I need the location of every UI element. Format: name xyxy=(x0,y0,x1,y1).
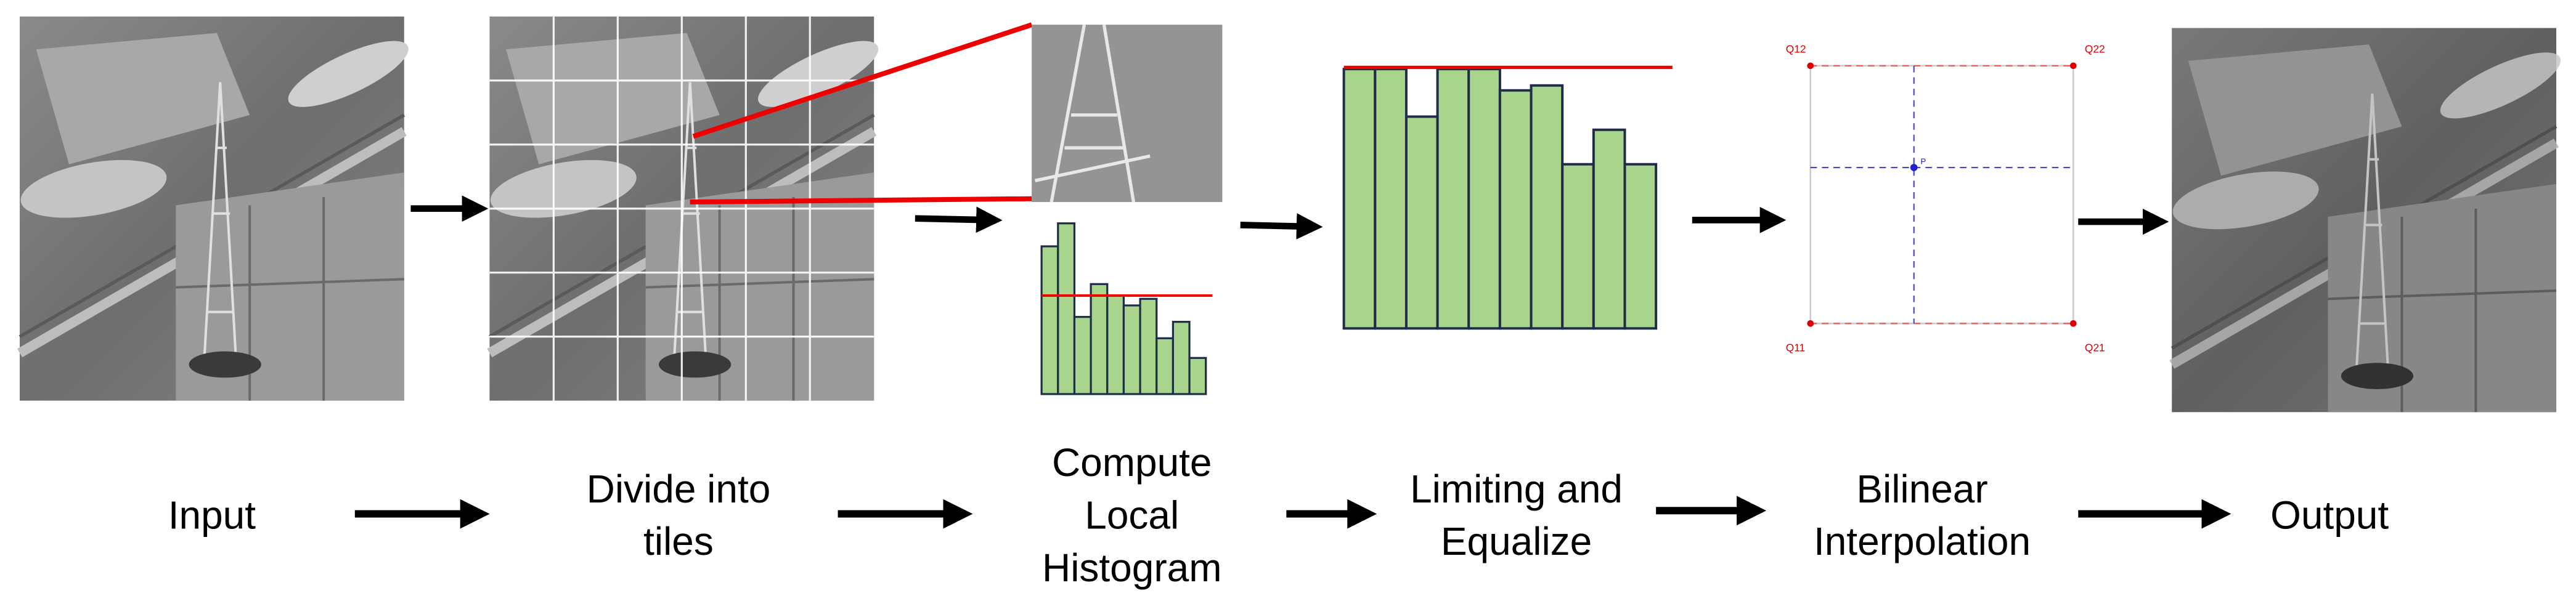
hist-bar xyxy=(1172,321,1191,395)
zoom-line xyxy=(690,196,1032,205)
hist-bar xyxy=(1498,89,1533,330)
hist-bar xyxy=(1073,316,1092,395)
hist-bar xyxy=(1404,115,1439,330)
zoom-tile xyxy=(1032,24,1223,203)
point-label: Q21 xyxy=(2085,342,2105,354)
local-histogram xyxy=(1040,222,1207,395)
hist-bar xyxy=(1342,68,1377,330)
hist-bar xyxy=(1436,68,1470,330)
hist-bar xyxy=(1592,128,1626,330)
point-label: P xyxy=(1920,157,1926,166)
step-label-line: Equalize xyxy=(1441,519,1592,563)
step-label-line: Divide into xyxy=(587,467,771,511)
hist-bar xyxy=(1374,68,1408,330)
hist-bar xyxy=(1057,222,1076,395)
input-image xyxy=(16,17,416,401)
hist-bar xyxy=(1106,294,1125,395)
hist-bar xyxy=(1467,68,1501,330)
tiled-image xyxy=(486,17,886,401)
step-label: Limiting and Equalize xyxy=(1410,467,1623,563)
output-image xyxy=(2169,28,2569,412)
hist-bar xyxy=(1561,163,1595,330)
bilinear-diagram: Q12 Q22 Q11 Q21 P xyxy=(1786,42,2105,353)
hist-bar xyxy=(1139,297,1158,395)
step-label-line: Bilinear xyxy=(1856,467,1987,511)
hist-bar xyxy=(1156,337,1174,395)
point-label: Q22 xyxy=(2085,42,2105,55)
hist-bar xyxy=(1188,357,1207,395)
point-label: Q11 xyxy=(1786,342,1805,354)
step-label: Input xyxy=(168,493,256,538)
hist-bar xyxy=(1122,304,1141,395)
step-label-line: Interpolation xyxy=(1814,519,2031,563)
step-label-line: Input xyxy=(168,493,256,538)
step-label-line: Limiting and xyxy=(1410,467,1623,511)
step-label: Output xyxy=(2270,493,2389,538)
arrow xyxy=(915,206,1003,233)
point-label: Q12 xyxy=(1786,42,1806,55)
step-label: Bilinear Interpolation xyxy=(1814,467,2031,563)
hist-bar xyxy=(1623,163,1658,330)
zoom-line xyxy=(692,22,1033,139)
step-label-line: Compute xyxy=(1052,440,1212,485)
arrow xyxy=(1240,213,1323,240)
step-label-line: Histogram xyxy=(1042,546,1221,590)
step-label-line: Local xyxy=(1085,493,1179,538)
hist-bar xyxy=(1090,283,1109,395)
tile-grid xyxy=(489,16,874,401)
step-label-line: tiles xyxy=(643,519,714,563)
hist-bar xyxy=(1530,84,1564,330)
step-label: Compute Local Histogram xyxy=(1042,440,1221,590)
bottom-arrows xyxy=(354,496,2232,529)
step-label: Divide into tiles xyxy=(587,467,771,563)
hist-bar xyxy=(1040,245,1059,395)
equalized-histogram xyxy=(1342,68,1658,330)
step-label-line: Output xyxy=(2270,493,2389,538)
